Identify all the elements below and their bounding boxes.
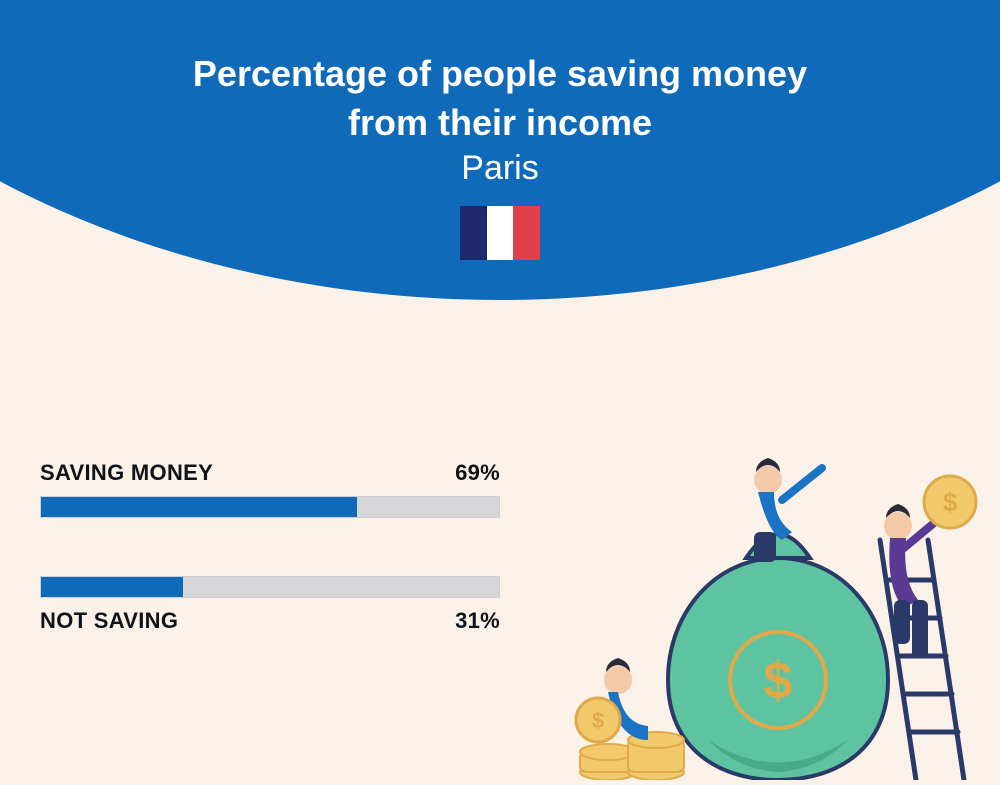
svg-text:$: $ <box>764 652 793 710</box>
title-line-2: from their income <box>348 102 652 143</box>
bar-head: NOT SAVING 31% <box>40 608 500 634</box>
svg-text:$: $ <box>943 487 958 517</box>
bars-area: SAVING MONEY 69% NOT SAVING 31% <box>40 460 500 692</box>
bar-track <box>40 496 500 518</box>
page-title: Percentage of people saving money from t… <box>0 50 1000 147</box>
bar-row-not-saving: NOT SAVING 31% <box>40 576 500 634</box>
bar-value: 31% <box>455 608 500 634</box>
bar-label: NOT SAVING <box>40 608 178 634</box>
title-line-1: Percentage of people saving money <box>193 53 807 94</box>
bar-head: SAVING MONEY 69% <box>40 460 500 486</box>
bar-fill <box>41 497 357 517</box>
flag-stripe-blue <box>460 206 487 260</box>
illustration-svg: $ $ <box>568 440 978 780</box>
bar-fill <box>41 577 183 597</box>
france-flag-icon <box>460 206 540 260</box>
bar-track <box>40 576 500 598</box>
bar-value: 69% <box>455 460 500 486</box>
bar-row-saving: SAVING MONEY 69% <box>40 460 500 518</box>
svg-text:$: $ <box>592 708 604 733</box>
flag-stripe-red <box>513 206 540 260</box>
header: Percentage of people saving money from t… <box>0 50 1000 260</box>
bar-label: SAVING MONEY <box>40 460 213 486</box>
city-label: Paris <box>0 149 1000 188</box>
savings-illustration: $ $ <box>568 440 978 780</box>
flag-stripe-white <box>487 206 514 260</box>
